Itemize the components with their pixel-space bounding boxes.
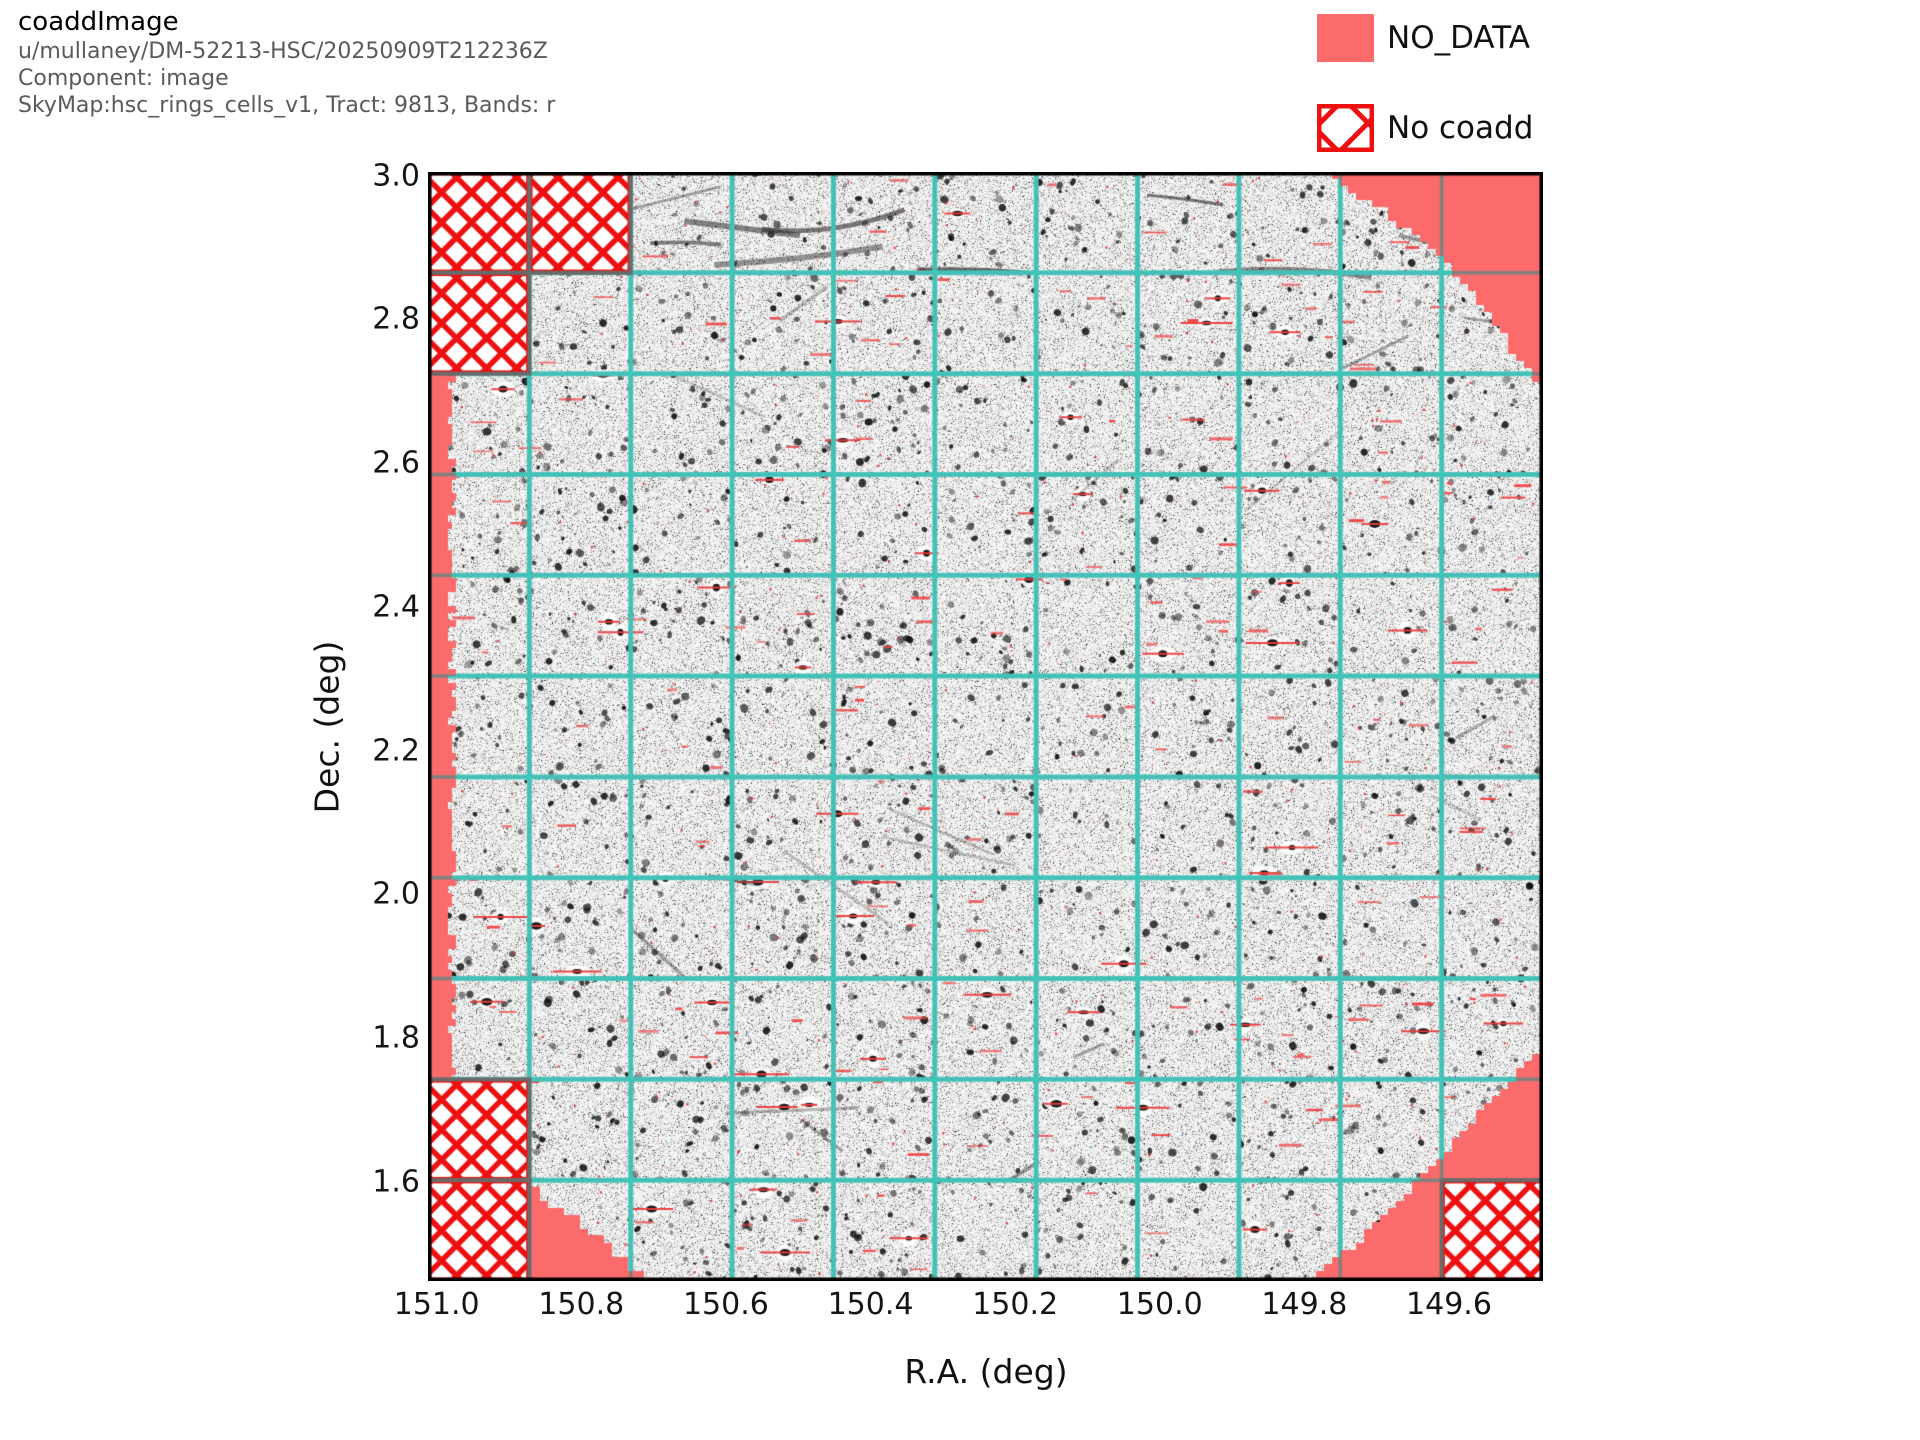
x-tick-label: 150.8 xyxy=(538,1287,625,1322)
page-title: coaddImage xyxy=(18,7,179,37)
no-data-swatch-icon xyxy=(1317,14,1374,62)
y-tick-label: 1.8 xyxy=(372,1020,420,1056)
x-tick-label: 150.6 xyxy=(682,1287,769,1322)
collection-path: u/mullaney/DM-52213-HSC/20250909T212236Z xyxy=(18,39,548,64)
y-tick-label: 2.8 xyxy=(372,301,420,337)
x-tick-label: 149.6 xyxy=(1406,1287,1492,1322)
plot-header: coaddImage u/mullaney/DM-52213-HSC/20250… xyxy=(18,6,555,119)
y-tick-label: 2.2 xyxy=(372,733,420,769)
coadd-image-canvas xyxy=(428,172,1543,1281)
no-coadd-label: No coadd xyxy=(1387,110,1534,146)
no-coadd-swatch-icon xyxy=(1307,92,1389,166)
component-line: Component: image xyxy=(18,66,229,91)
sky-map-plot xyxy=(428,172,1543,1281)
x-tick-label: 149.8 xyxy=(1261,1287,1348,1322)
x-tick-label: 151.0 xyxy=(393,1287,480,1322)
legend-row-no-coadd: No coadd xyxy=(1307,92,1534,166)
x-tick-label: 150.2 xyxy=(972,1287,1059,1322)
y-tick-label: 1.6 xyxy=(372,1164,420,1200)
x-tick-label: 150.0 xyxy=(1116,1287,1203,1322)
y-tick-label: 2.6 xyxy=(372,445,420,481)
y-tick-label: 3.0 xyxy=(372,158,420,194)
legend-row-no-data: NO_DATA xyxy=(1317,14,1530,62)
no-data-label: NO_DATA xyxy=(1387,20,1530,56)
y-tick-label: 2.0 xyxy=(372,876,420,912)
y-tick-label: 2.4 xyxy=(372,589,420,625)
skymap-line: SkyMap:hsc_rings_cells_v1, Tract: 9813, … xyxy=(18,93,556,118)
x-axis-label: R.A. (deg) xyxy=(904,1352,1068,1391)
x-tick-label: 150.4 xyxy=(827,1287,914,1322)
y-axis-label: Dec. (deg) xyxy=(307,640,347,814)
